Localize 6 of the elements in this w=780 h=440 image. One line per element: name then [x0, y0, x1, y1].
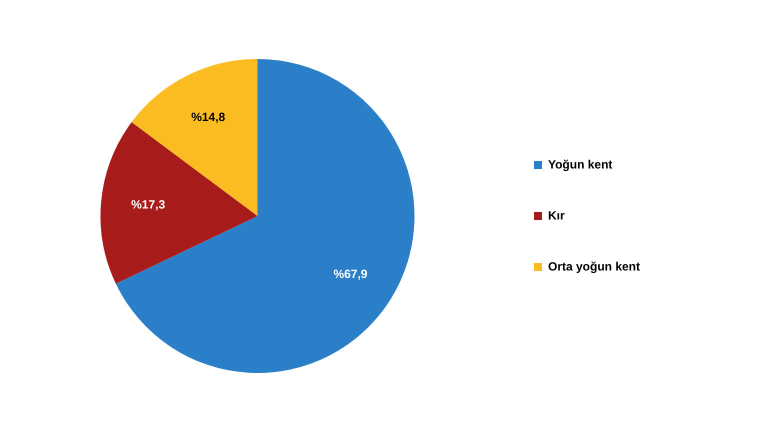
legend-label: Yoğun kent	[548, 157, 612, 172]
data-label: %67,9	[333, 266, 368, 281]
data-label: %14,8	[191, 110, 226, 124]
legend-label: Kır	[548, 208, 565, 222]
data-label: %17,3	[131, 198, 166, 212]
legend-label: Orta yoğun kent	[548, 259, 640, 274]
